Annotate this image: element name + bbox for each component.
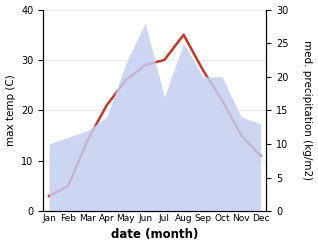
- Y-axis label: max temp (C): max temp (C): [5, 74, 16, 146]
- Y-axis label: med. precipitation (kg/m2): med. precipitation (kg/m2): [302, 40, 313, 180]
- X-axis label: date (month): date (month): [111, 228, 198, 242]
